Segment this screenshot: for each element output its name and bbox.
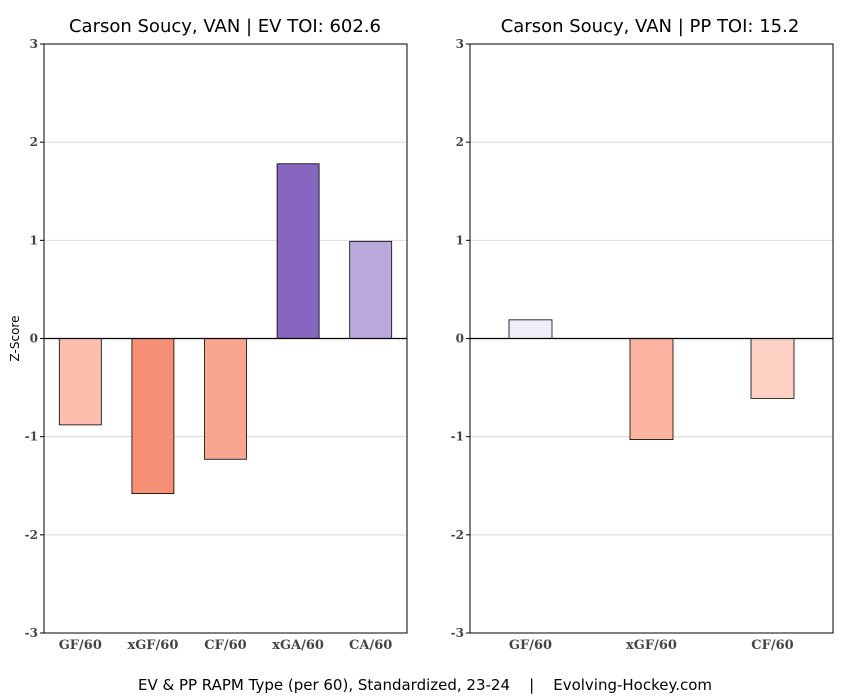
x-tick-label: xGA/60 — [272, 638, 324, 653]
y-tick-label: 0 — [456, 332, 464, 346]
bar-ca-60 — [349, 240, 393, 339]
y-tick-label: 1 — [456, 233, 464, 247]
x-tick-label: xGF/60 — [626, 638, 677, 653]
chart-title: Carson Soucy, VAN | PP TOI: 15.2 — [501, 16, 800, 37]
x-tick-label: CF/60 — [751, 638, 793, 653]
y-axis-label: Z-Score — [8, 316, 22, 362]
y-tick-label: 3 — [30, 37, 38, 51]
y-tick-label: 1 — [30, 233, 38, 247]
x-tick-label: xGF/60 — [127, 638, 178, 653]
pp-panel: GF/60 xGF/60 CF/60 -3 -2 -1 0 1 2 3 Carson Soucy, … — [451, 16, 834, 653]
y-tick-label: -3 — [25, 626, 38, 640]
x-tick-label: CA/60 — [349, 638, 392, 653]
chart-title: Carson Soucy, VAN | EV TOI: 602.6 — [69, 16, 381, 37]
bar-xgf-60 — [629, 338, 674, 441]
bar-cf-60 — [750, 338, 795, 399]
bar-cf-60 — [204, 338, 247, 460]
y-tick-label: 2 — [456, 135, 464, 149]
x-tick-label: GF/60 — [59, 638, 102, 653]
y-tick-label: 2 — [30, 135, 38, 149]
y-tick-label: -1 — [451, 430, 464, 444]
bar-xga-60 — [276, 163, 320, 339]
bar-xgf-60 — [131, 338, 175, 495]
chart-caption: EV & PP RAPM Type (per 60), Standardized… — [138, 676, 712, 694]
y-tick-label: 3 — [456, 37, 464, 51]
y-tick-label: -2 — [25, 528, 38, 542]
bar-gf-60 — [508, 319, 553, 339]
y-tick-label: -2 — [451, 528, 464, 542]
y-tick-label: -1 — [25, 430, 38, 444]
x-tick-label: CF/60 — [204, 638, 246, 653]
y-tick-label: 0 — [30, 332, 38, 346]
x-tick-label: GF/60 — [509, 638, 552, 653]
bar-gf-60 — [58, 338, 102, 426]
ev-panel: GF/60 xGF/60 CF/60 xGA/60 CA/60 -3 -2 -1 0 1 2 3 Car… — [8, 16, 408, 653]
y-tick-label: -3 — [451, 626, 464, 640]
